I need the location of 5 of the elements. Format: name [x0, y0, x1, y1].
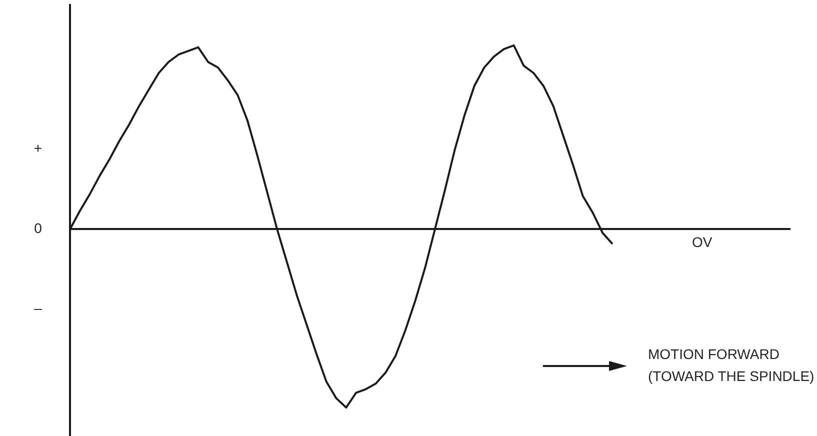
- annotation: OV: [692, 234, 713, 250]
- text: 0: [34, 220, 42, 236]
- annotation: MOTION FORWARD (TOWARD THE SPINDLE): [648, 346, 814, 384]
- text: –: [34, 300, 42, 316]
- text: +: [34, 140, 42, 156]
